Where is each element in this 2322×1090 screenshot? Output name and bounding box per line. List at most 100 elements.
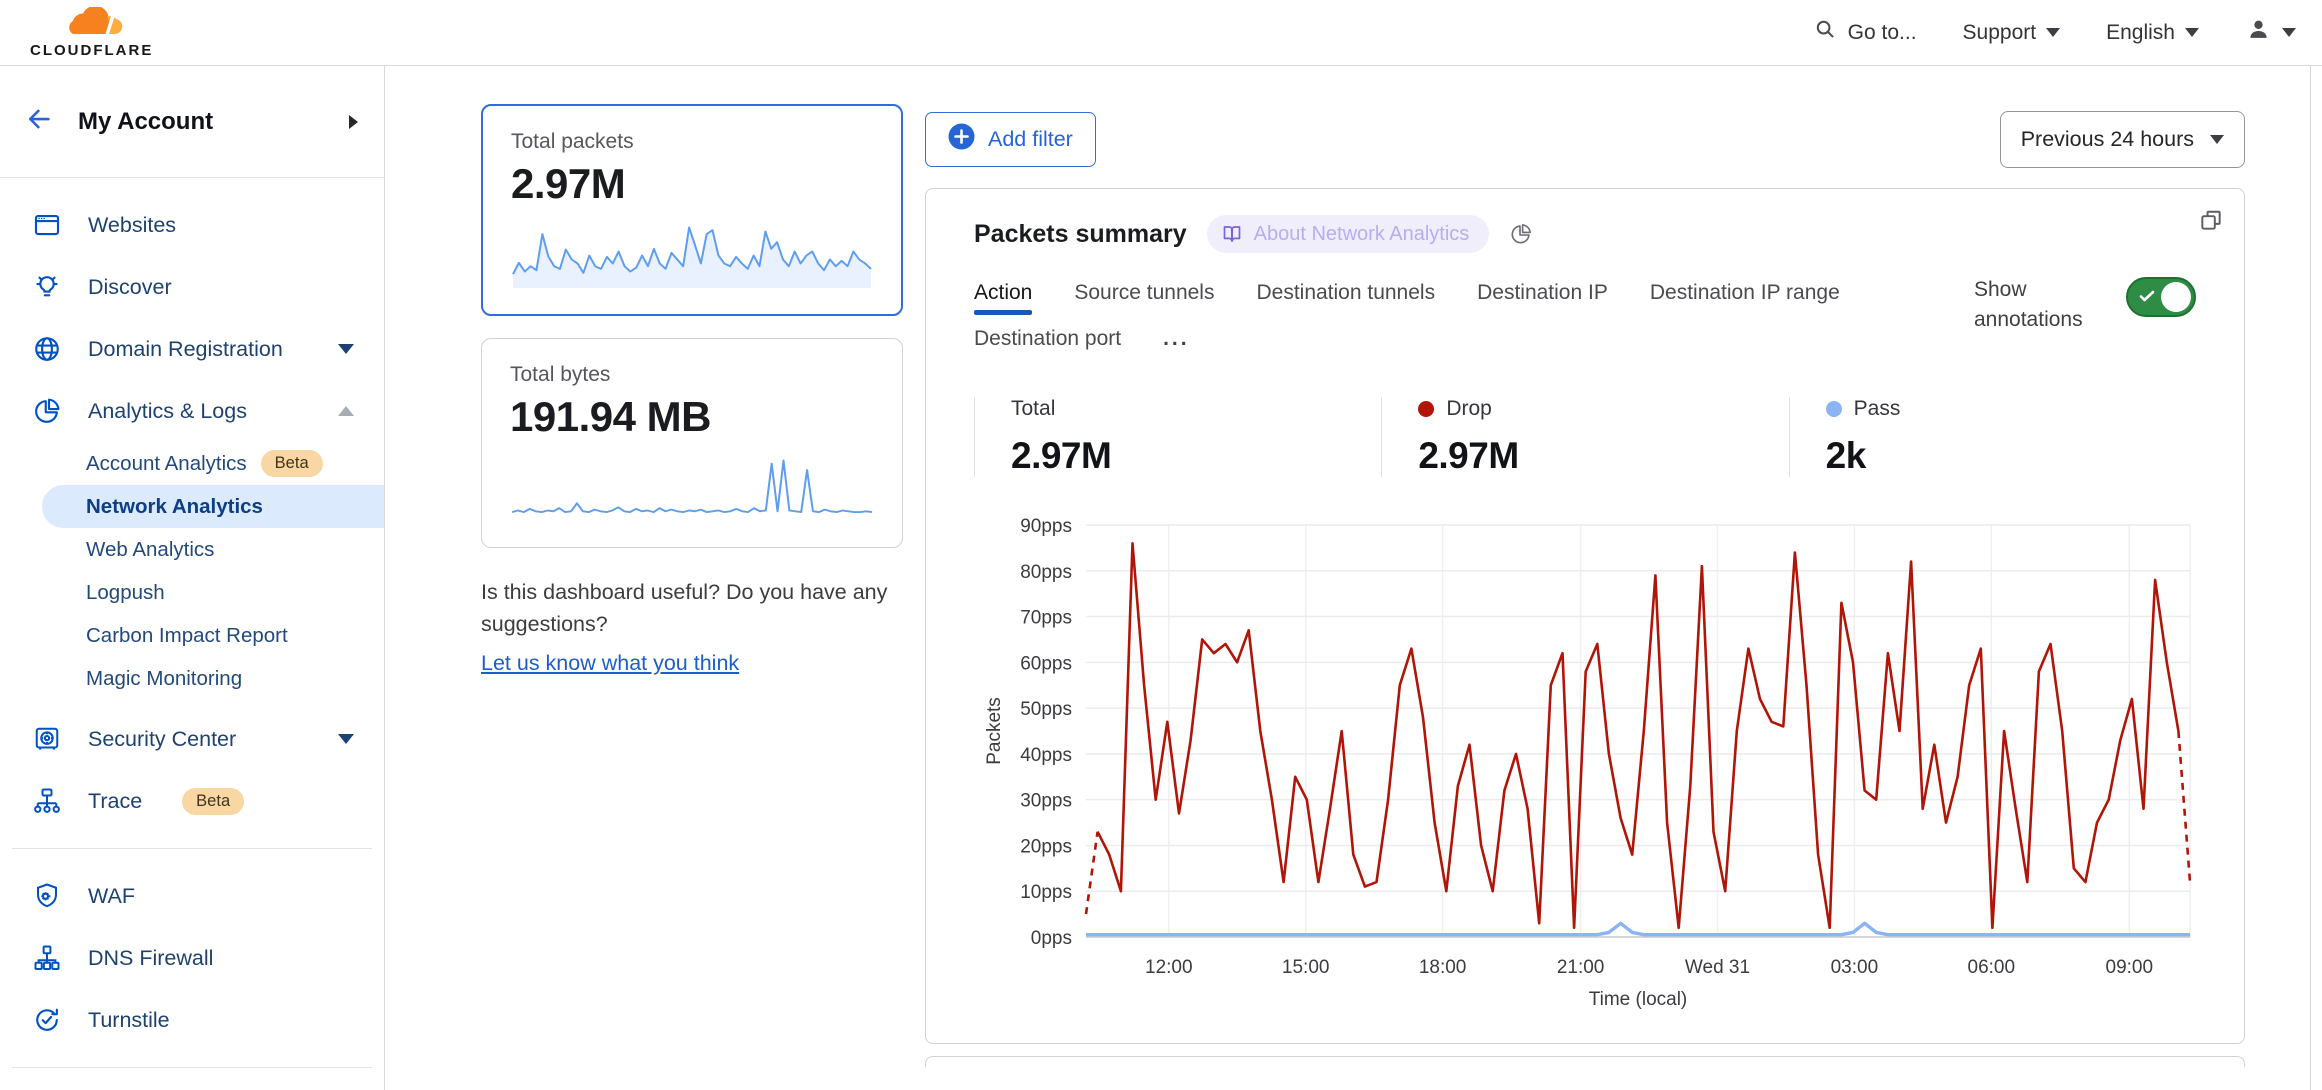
sidebar-subitem[interactable]: Web Analytics [42, 528, 384, 571]
stat-value: 2.97M [1418, 435, 1519, 476]
toggle-knob [2161, 282, 2191, 312]
language-menu[interactable]: English [2106, 21, 2199, 45]
svg-text:15:00: 15:00 [1282, 957, 1330, 978]
sidebar-item[interactable]: Websites [0, 194, 384, 256]
tab-label: Destination tunnels [1256, 281, 1436, 304]
sidebar-item[interactable]: Security Center [0, 708, 384, 770]
series-dot [1825, 401, 1842, 417]
sidebar-item[interactable]: Analytics & Logs [0, 380, 384, 442]
sidebar-item-label: Security Center [88, 726, 237, 751]
tab[interactable]: Source tunnels [1074, 275, 1214, 321]
tab[interactable]: Destination IP range [1650, 275, 1840, 321]
back-arrow-icon[interactable] [24, 104, 54, 139]
feedback-link[interactable]: Let us know what you think [481, 650, 740, 675]
sidebar: My Account Websites Discover [0, 66, 385, 1090]
metric-card[interactable]: Total packets 2.97M [481, 104, 903, 316]
account-name[interactable]: My Account [78, 107, 214, 135]
sidebar-item-label: WAF [88, 883, 135, 908]
scroll-edge-divider [2310, 66, 2311, 1090]
sidebar-item[interactable]: Domain Registration [0, 318, 384, 380]
sidebar-item[interactable]: WAF [0, 865, 384, 927]
sidebar-item-label: Trace [88, 788, 143, 813]
stat-label: Total [1011, 397, 1056, 420]
support-menu[interactable]: Support [1963, 21, 2061, 45]
chevron-right-icon[interactable] [349, 114, 358, 129]
stats-row: Total 2.97M Drop 2.97M [974, 397, 2196, 477]
account-menu[interactable] [2245, 16, 2296, 49]
svg-text:Time (local): Time (local) [1589, 989, 1688, 1009]
sidebar-item-label: Discover [88, 274, 172, 299]
sidebar-subitem[interactable]: Account Analytics Beta [42, 442, 384, 485]
support-label: Support [1962, 20, 2037, 44]
feedback-block: Is this dashboard useful? Do you have an… [481, 576, 903, 679]
check-icon [2137, 286, 2157, 311]
svg-text:06:00: 06:00 [1968, 957, 2016, 978]
plus-icon [948, 123, 975, 156]
svg-text:12:00: 12:00 [1145, 957, 1193, 978]
sidebar-item[interactable]: Trace Beta [0, 770, 384, 832]
svg-text:50pps: 50pps [1020, 699, 1072, 720]
svg-text:18:00: 18:00 [1419, 957, 1467, 978]
pie-chart-icon[interactable] [1509, 222, 1533, 246]
pie-icon [32, 396, 62, 426]
tabs-row: Action Source tunnels Destination tunnel… [974, 275, 2196, 367]
time-range-dropdown[interactable]: Previous 24 hours [1999, 111, 2245, 168]
tab[interactable]: Destination port [974, 321, 1121, 367]
line-chart[interactable]: 0pps 10pps 20pps 30pps 40pps 50pps 60pps 70pps 8… [974, 509, 2198, 1009]
add-filter-button[interactable]: Add filter [925, 112, 1096, 167]
trace-icon [32, 786, 62, 816]
sidebar-subitem-label: Magic Monitoring [86, 666, 243, 690]
sidebar-item[interactable]: Discover [0, 256, 384, 318]
chevron-down-icon [2210, 135, 2224, 144]
tab-label: Action [974, 281, 1033, 304]
sidebar-subitem-label: Logpush [86, 580, 165, 604]
sidebar-divider [12, 848, 372, 849]
svg-text:03:00: 03:00 [1831, 957, 1879, 978]
book-icon [1220, 222, 1244, 246]
sidebar-item-partial[interactable] [0, 1084, 384, 1090]
sidebar-subitem[interactable]: Carbon Impact Report [42, 614, 384, 657]
topbar: CLOUDFLARE Go to... Support English [0, 0, 2322, 66]
sidebar-item-label: DNS Firewall [88, 945, 214, 970]
sidebar-nav: Websites Discover Domain Registration [0, 178, 384, 1090]
tabs-overflow-button[interactable]: ... [1163, 327, 1190, 350]
brand-text: CLOUDFLARE [30, 41, 154, 59]
sidebar-item[interactable]: Turnstile [0, 989, 384, 1051]
chevron-down-icon [2185, 28, 2199, 37]
tab[interactable]: Destination tunnels [1256, 275, 1435, 321]
packets-chart: 0pps 10pps 20pps 30pps 40pps 50pps 60pps 70pps 8… [974, 509, 2196, 1009]
stat-column: Total 2.97M [974, 397, 1381, 477]
dimension-tabs: Action Source tunnels Destination tunnel… [974, 275, 1874, 367]
overview-column: Total packets 2.97M Total bytes 191.94 M… [481, 66, 903, 679]
stat-column: Drop 2.97M [1381, 397, 1788, 477]
tab-label: Destination IP [1477, 281, 1608, 304]
cloudflare-logo[interactable]: CLOUDFLARE [30, 5, 154, 59]
time-range-value: Previous 24 hours [2020, 127, 2194, 151]
sidebar-subitem[interactable]: Logpush [42, 571, 384, 614]
metric-label: Total bytes [510, 363, 611, 386]
globe-icon [32, 334, 62, 364]
sidebar-subitem[interactable]: Magic Monitoring [42, 657, 384, 700]
stat-value: 2.97M [1011, 435, 1112, 476]
about-network-analytics-pill[interactable]: About Network Analytics [1206, 215, 1490, 253]
tab[interactable]: Action [974, 275, 1033, 321]
metric-label: Total packets [511, 130, 634, 153]
sidebar-item-label: Domain Registration [88, 336, 283, 361]
svg-text:10pps: 10pps [1020, 882, 1072, 903]
metric-card[interactable]: Total bytes 191.94 MB [481, 338, 903, 548]
tab-label: Destination IP range [1649, 281, 1840, 304]
bulb-icon [32, 272, 62, 302]
tab[interactable]: Destination IP [1477, 275, 1608, 321]
expand-icon[interactable] [2198, 207, 2224, 233]
sidebar-item[interactable]: DNS Firewall [0, 927, 384, 989]
stat-label: Drop [1446, 397, 1492, 420]
svg-text:60pps: 60pps [1020, 653, 1072, 674]
stat-value: 2k [1825, 435, 1867, 476]
next-card-edge [925, 1056, 2245, 1067]
sidebar-subitem-label: Network Analytics [86, 494, 263, 518]
chevron-down-icon [2282, 28, 2296, 37]
sidebar-header: My Account [0, 66, 384, 178]
goto-search[interactable]: Go to... [1813, 17, 1917, 48]
annotations-toggle[interactable] [2126, 277, 2196, 317]
sidebar-subitem[interactable]: Network Analytics [42, 485, 384, 528]
